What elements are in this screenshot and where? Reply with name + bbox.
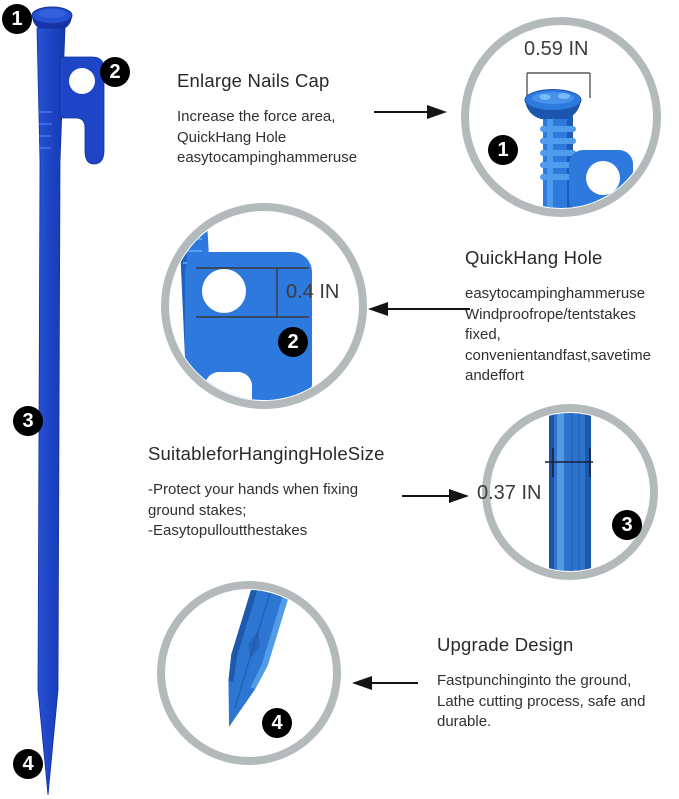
text-block-shaft: SuitableforHangingHoleSize -Protect your…: [148, 443, 448, 542]
text-block-hole-body: easytocampinghammeruse Windproofrope/ten…: [465, 285, 651, 384]
shaft-section: [549, 413, 591, 571]
callout-badge-1: 1: [488, 135, 518, 165]
arrow-to-tip-circle: [352, 676, 418, 690]
text-block-cap-body: Increase the force area, QuickHang Hole …: [177, 108, 358, 166]
text-block-hole-title: QuickHang Hole: [465, 247, 603, 268]
dimension-label-cap: 0.59 IN: [524, 38, 589, 60]
nail-hook-hole: [586, 161, 620, 195]
arrow-to-hole-circle: [368, 302, 470, 316]
arrow-to-shaft-circle: [402, 489, 469, 503]
stake-marker-4: 4: [13, 749, 43, 779]
text-block-cap-title: Enlarge Nails Cap: [177, 70, 330, 91]
stake-cap-highlight: [38, 9, 66, 18]
callout-circle-hole: [161, 203, 367, 409]
text-block-tip: Upgrade Design Fastpunchinginto the grou…: [437, 634, 677, 733]
callout-badge-2: 2: [278, 327, 308, 357]
nail-ridges: [540, 126, 576, 180]
hook-notch: [205, 372, 252, 400]
dimension-label-hole: 0.4 IN: [286, 281, 340, 303]
stake-hook-hole: [69, 68, 95, 94]
stake-tip: [228, 590, 293, 727]
text-block-tip-title: Upgrade Design: [437, 634, 574, 655]
callout-circle-shaft: [482, 404, 658, 580]
text-block-tip-body: Fastpunchinginto the ground, Lathe cutti…: [437, 672, 646, 730]
stake-marker-3: 3: [13, 406, 43, 436]
callout-badge-4: 4: [262, 708, 292, 738]
callout-badge-3: 3: [612, 510, 642, 540]
tent-stake-illustration: [31, 6, 105, 796]
arrow-to-cap-circle: [374, 105, 447, 119]
stake-marker-2: 2: [100, 57, 130, 87]
dimension-label-shaft: 0.37 IN: [477, 482, 542, 504]
stake-ridges: [39, 111, 52, 149]
stake-shaft: [36, 27, 66, 796]
callout-circle-tip: [157, 581, 341, 765]
cap-dimension-lines: [526, 72, 591, 98]
text-block-shaft-title: SuitableforHangingHoleSize: [148, 443, 385, 464]
shaft-dimension-lines: [545, 448, 593, 477]
hook-hole: [202, 269, 246, 313]
stake-marker-1: 1: [2, 4, 32, 34]
callout-circle-cap: [461, 17, 661, 217]
text-block-hole: QuickHang Hole easytocampinghammeruse Wi…: [465, 247, 679, 387]
hole-dimension-lines: [196, 267, 309, 318]
text-block-cap: Enlarge Nails Cap Increase the force are…: [177, 70, 412, 169]
text-block-shaft-body: -Protect your hands when fixing ground s…: [148, 481, 359, 539]
